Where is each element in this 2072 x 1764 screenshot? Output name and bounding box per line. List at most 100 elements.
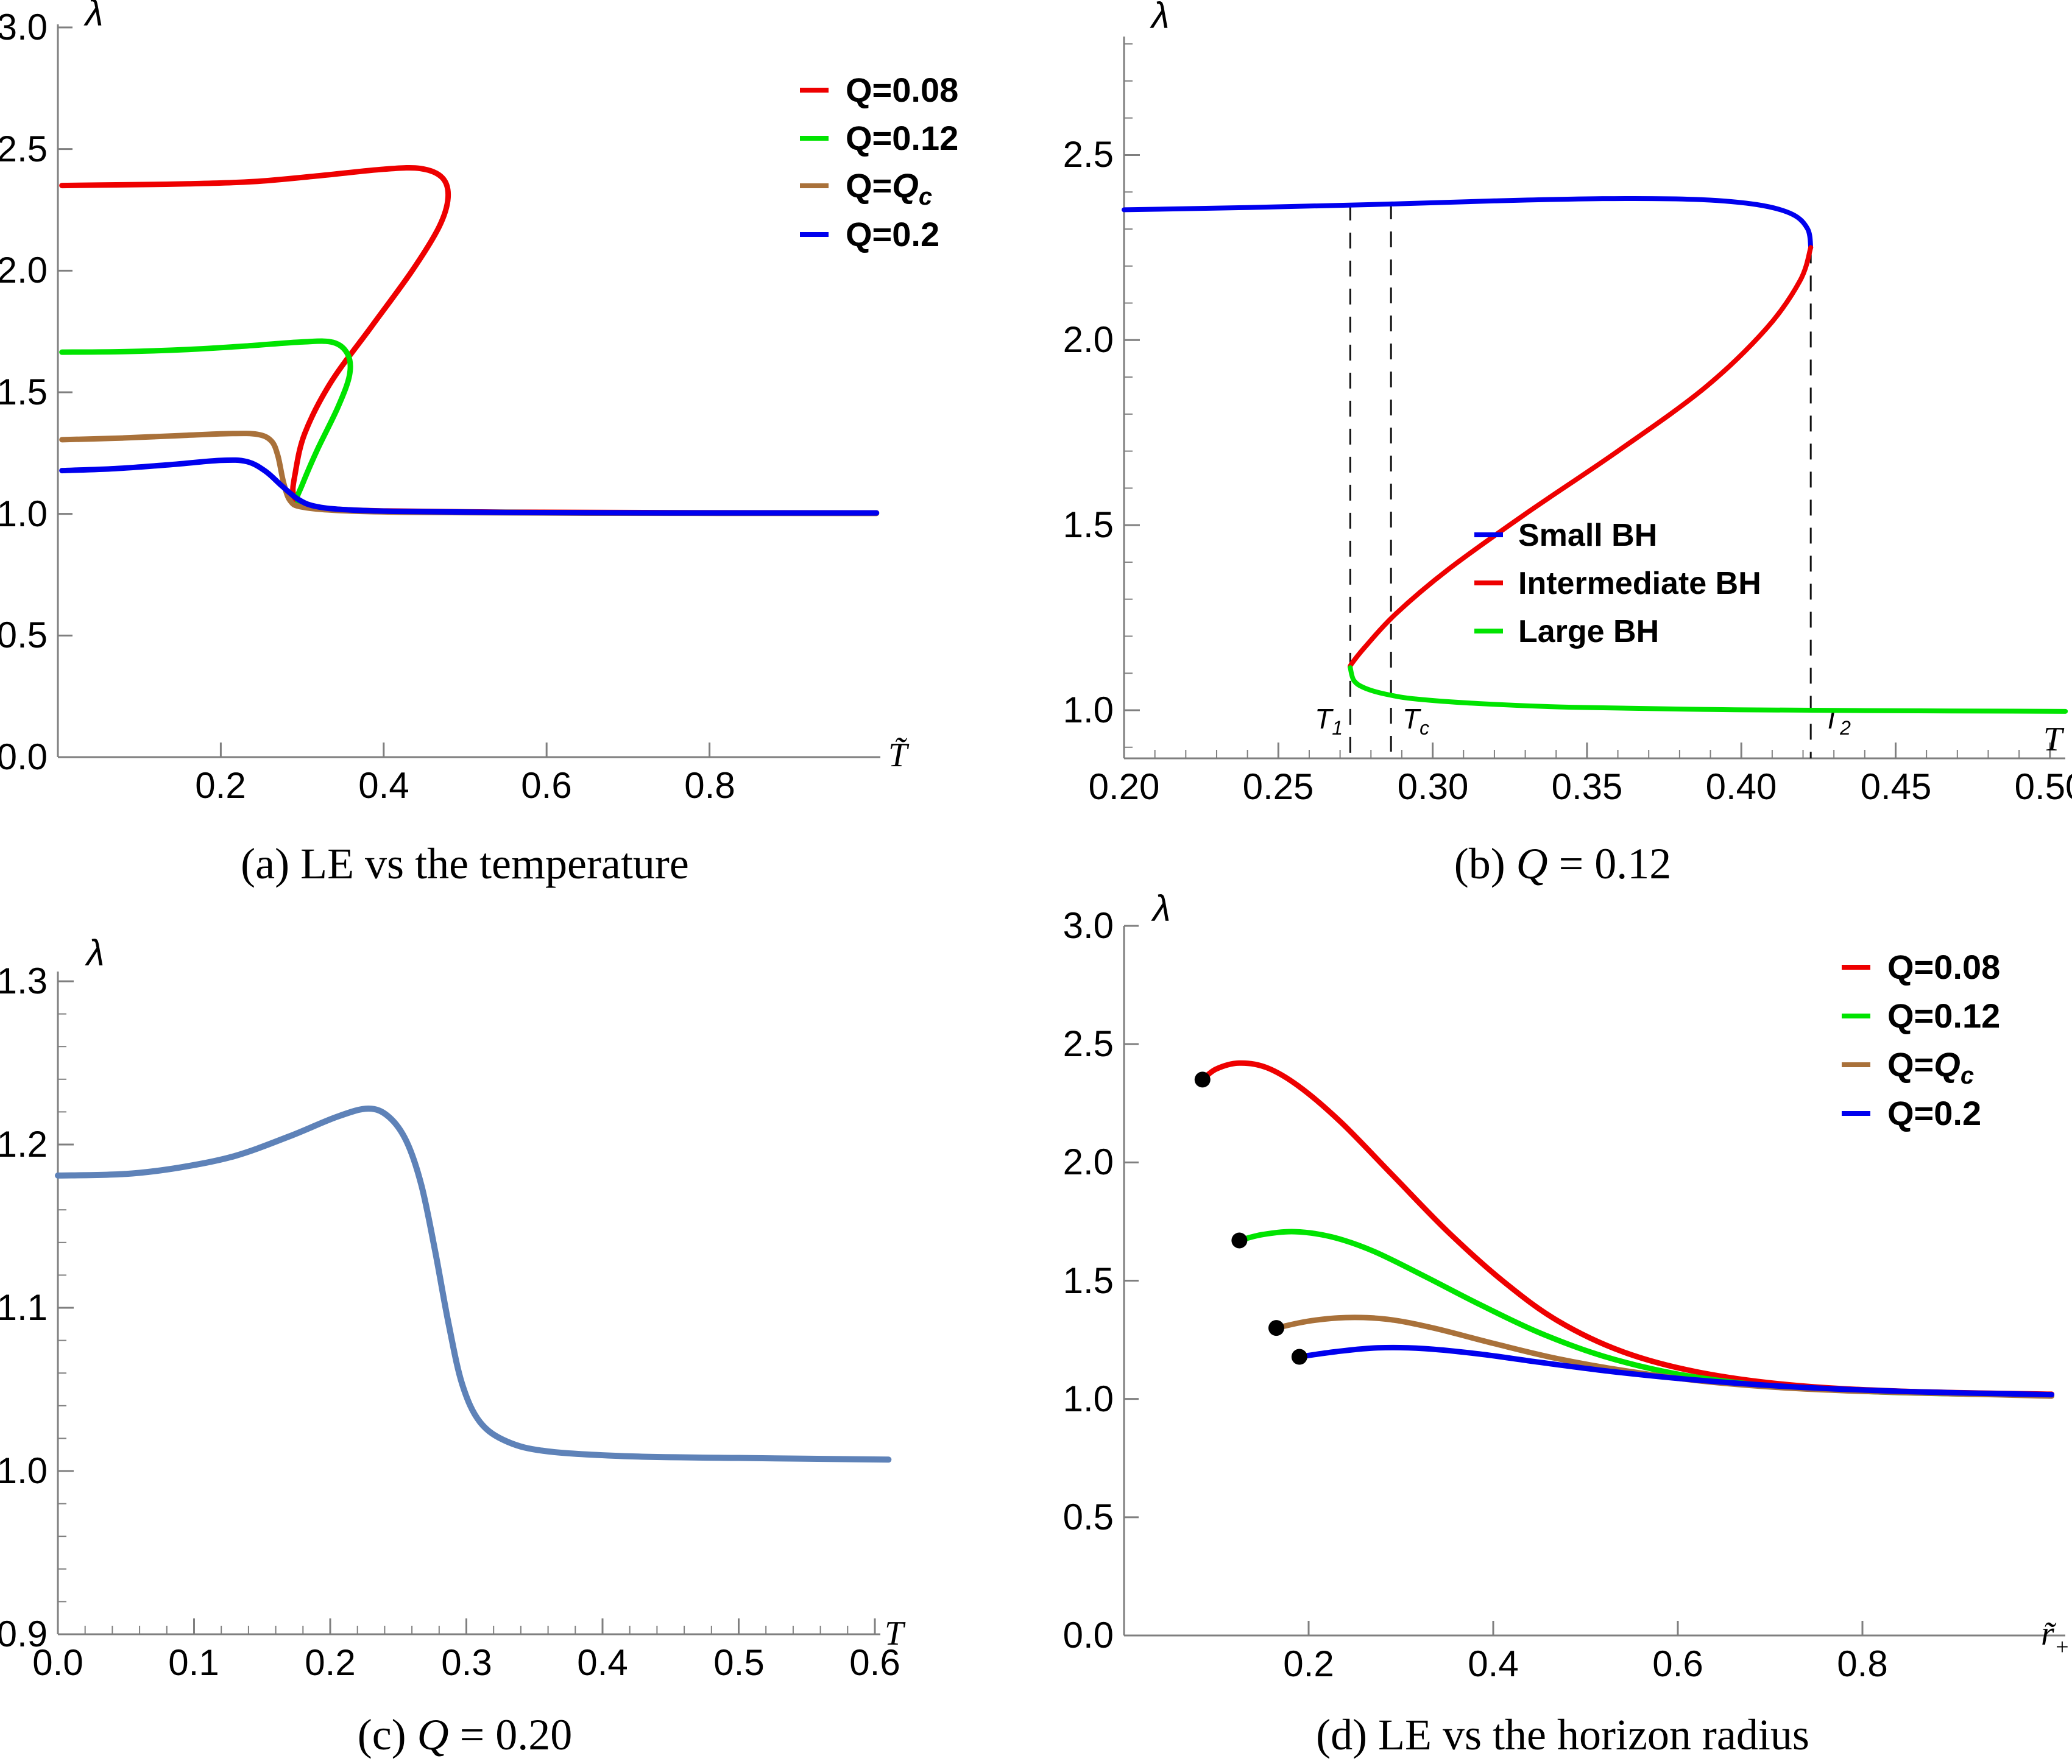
curve-b-large-bh [1348, 665, 2068, 714]
panel-b-x-axis-label: T [2043, 721, 2065, 758]
start-dot-qc [1268, 1320, 1284, 1336]
tick-label: 1.2 [0, 1124, 48, 1165]
tick-label: 0.35 [1552, 766, 1623, 807]
tick-label: 0.0 [32, 1642, 83, 1683]
panel-d: 3.0 2.5 2.0 1.5 1.0 0.5 0.0 0.2 0.4 0.6 … [1063, 888, 2070, 1759]
legend-label-q02: Q=0.2 [1887, 1094, 1981, 1132]
panel-a-y-major-ticks [58, 26, 72, 758]
tick-label: 1.0 [1063, 1378, 1114, 1419]
legend-label-large-bh: Large BH [1518, 614, 1659, 649]
tick-label: 0.4 [577, 1642, 628, 1683]
tick-label: 0.40 [1706, 766, 1777, 807]
tick-label: 1.0 [0, 493, 48, 534]
tick-label: 0.20 [1089, 766, 1160, 807]
tick-label: 0.0 [0, 736, 48, 777]
tick-label: 3.0 [1063, 905, 1114, 946]
legend-label-q012: Q=0.12 [1887, 997, 2000, 1035]
curve-d-q02 [1296, 1344, 2055, 1398]
tick-label: 0.2 [1283, 1643, 1334, 1684]
tick-label: 3.0 [0, 7, 48, 48]
curve-b-small-bh [1122, 196, 1814, 250]
panel-d-y-axis-label: λ [1151, 888, 1171, 929]
curve-d-q012 [1236, 1229, 2055, 1399]
panel-c-x-major-ticks [193, 1618, 876, 1634]
panel-a-caption: (a) LE vs the temperature [241, 839, 689, 888]
panel-a: 3.0 2.5 2.0 1.5 1.0 0.5 0.0 0.2 0.4 0.6 … [0, 0, 958, 888]
panel-d-x-major-ticks [1307, 1621, 1864, 1635]
legend-label-small-bh: Small BH [1518, 518, 1657, 553]
tick-label: 1.5 [1063, 504, 1114, 545]
curve-d-qc [1273, 1314, 2055, 1399]
panel-b-y-major-ticks [1124, 153, 1140, 711]
tick-label: 0.45 [1861, 766, 1932, 807]
tick-label: 0.6 [521, 765, 571, 806]
tick-label: 2.0 [0, 250, 48, 291]
panel-a-legend: Q=0.08 Q=0.12 Q=Qc Q=0.2 [800, 71, 958, 253]
legend-label-intermediate-bh: Intermediate BH [1518, 566, 1761, 601]
panel-b-y-axis-label: λ [1150, 0, 1170, 36]
tick-label: 0.5 [1063, 1497, 1114, 1537]
tick-label: 2.5 [1063, 1023, 1114, 1064]
tick-label: 0.9 [0, 1614, 48, 1654]
panel-b-x-major-ticks [1277, 743, 2051, 758]
panel-d-legend: Q=0.08 Q=0.12 Q=Qc Q=0.2 [1842, 948, 2000, 1132]
panel-a-x-major-ticks [219, 743, 711, 757]
tick-label: 1.1 [0, 1287, 48, 1328]
panel-b-legend: Small BH Intermediate BH Large BH [1474, 518, 1761, 649]
curve-c-q020 [55, 1106, 892, 1463]
tick-label: 1.0 [1063, 690, 1114, 730]
tick-label: 1.5 [0, 372, 48, 412]
tick-label: 1.3 [0, 961, 48, 1001]
panel-c-y-axis-label: λ [85, 933, 105, 973]
panel-b: 2.5 2.0 1.5 1.0 0.20 0.25 0.30 0.35 0.40… [1063, 0, 2072, 888]
panel-d-caption: (d) LE vs the horizon radius [1316, 1710, 1809, 1759]
tick-label: 0.2 [195, 765, 246, 806]
legend-label-q008: Q=0.08 [846, 71, 958, 109]
panel-d-y-major-ticks [1124, 925, 1139, 1519]
vline-label-tc: Tc [1402, 703, 1429, 739]
start-dot-q012 [1231, 1232, 1248, 1249]
curve-a-qc [59, 431, 880, 517]
legend-label-q012: Q=0.12 [846, 119, 958, 157]
tick-label: 0.8 [684, 765, 735, 806]
tick-label: 0.1 [168, 1642, 219, 1683]
legend-label-q008: Q=0.08 [1887, 948, 2000, 986]
start-dot-q008 [1194, 1071, 1211, 1088]
curve-a-q012 [59, 338, 880, 516]
legend-label-q02: Q=0.2 [846, 215, 939, 253]
panel-c-y-minor-ticks [58, 981, 66, 1603]
tick-label: 1.0 [0, 1450, 48, 1491]
panel-c: 1.3 1.2 1.1 1.0 0.9 0.0 0.1 0.2 0.3 0.4 … [0, 933, 906, 1759]
panel-c-caption: (c) Q = 0.20 [358, 1710, 573, 1759]
legend-label-qc: Q=Qc [846, 166, 932, 210]
panel-b-caption: (b) Q = 0.12 [1454, 839, 1672, 888]
tick-label: 1.5 [1063, 1260, 1114, 1301]
tick-label: 0.30 [1398, 766, 1469, 807]
panel-d-x-axis-label: r̃+ [2041, 1615, 2070, 1660]
vline-label-t1: T1 [1315, 703, 1343, 739]
panel-a-x-axis-label: T̃ [888, 736, 910, 774]
start-dot-q02 [1291, 1349, 1307, 1365]
tick-label: 0.25 [1243, 766, 1314, 807]
tick-label: 0.6 [1652, 1643, 1703, 1684]
tick-label: 0.2 [305, 1642, 355, 1683]
tick-label: 2.5 [1063, 134, 1114, 175]
tick-label: 0.4 [358, 765, 409, 806]
tick-label: 0.3 [441, 1642, 492, 1683]
tick-label: 2.0 [1063, 319, 1114, 360]
tick-label: 0.5 [713, 1642, 764, 1683]
panel-b-x-minor-ticks [1154, 750, 2020, 758]
tick-label: 0.5 [0, 615, 48, 655]
tick-label: 0.4 [1468, 1643, 1518, 1684]
panel-c-x-axis-label: T [885, 1615, 906, 1653]
panel-c-x-minor-ticks [84, 1626, 875, 1634]
panel-a-y-axis-label: λ [83, 0, 104, 34]
tick-label: 0.50 [2015, 766, 2072, 807]
legend-label-qc: Q=Qc [1887, 1045, 1974, 1089]
curve-a-q02 [59, 457, 880, 516]
tick-label: 0.6 [849, 1642, 900, 1683]
tick-label: 0.0 [1063, 1615, 1114, 1656]
panel-b-y-minor-ticks [1124, 43, 1133, 748]
curve-b-intermediate-bh [1348, 245, 1814, 671]
tick-label: 0.8 [1837, 1643, 1887, 1684]
